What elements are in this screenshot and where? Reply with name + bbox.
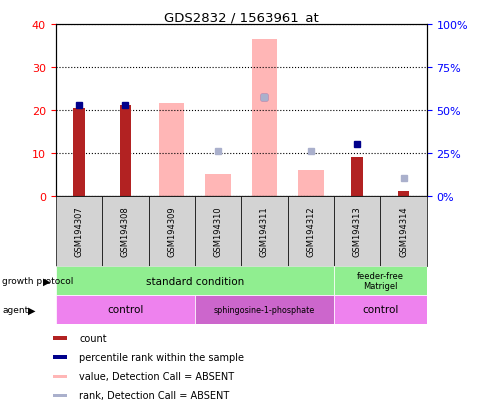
Text: standard condition: standard condition (146, 276, 243, 286)
Text: count: count (79, 333, 107, 343)
Bar (241, 196, 287, 266)
Bar (298, 171, 323, 196)
Bar (205, 175, 230, 196)
Bar (351, 158, 363, 196)
Bar (195, 295, 333, 324)
Text: GSM194308: GSM194308 (121, 206, 130, 256)
Text: GSM194311: GSM194311 (259, 206, 269, 256)
Text: GSM194310: GSM194310 (213, 206, 222, 256)
Bar (287, 196, 333, 266)
Bar (53, 394, 67, 397)
Text: ▶: ▶ (28, 305, 35, 315)
Text: growth protocol: growth protocol (2, 276, 74, 285)
Bar (53, 337, 67, 340)
Text: sphingosine-1-phosphate: sphingosine-1-phosphate (213, 305, 315, 314)
Text: GSM194307: GSM194307 (75, 206, 83, 256)
Text: agent: agent (2, 305, 29, 314)
Text: GSM194312: GSM194312 (306, 206, 315, 256)
Bar (333, 295, 426, 324)
Text: value, Detection Call = ABSENT: value, Detection Call = ABSENT (79, 371, 234, 381)
Bar (159, 104, 184, 196)
Text: feeder-free
Matrigel: feeder-free Matrigel (356, 271, 403, 290)
Bar (73, 108, 85, 196)
Text: percentile rank within the sample: percentile rank within the sample (79, 352, 244, 362)
Bar (102, 196, 148, 266)
Bar (148, 196, 195, 266)
Text: control: control (362, 305, 398, 315)
Bar (195, 196, 241, 266)
Bar (56, 196, 102, 266)
Bar (333, 196, 379, 266)
Bar (56, 266, 333, 295)
Bar (53, 356, 67, 359)
Bar (379, 196, 426, 266)
Text: ▶: ▶ (43, 276, 50, 286)
Bar (56, 295, 195, 324)
Title: GDS2832 / 1563961_at: GDS2832 / 1563961_at (164, 11, 318, 24)
Text: GSM194314: GSM194314 (398, 206, 407, 256)
Text: control: control (107, 305, 143, 315)
Text: GSM194313: GSM194313 (352, 206, 361, 256)
Bar (251, 40, 277, 196)
Bar (333, 266, 426, 295)
Text: GSM194309: GSM194309 (167, 206, 176, 256)
Bar (119, 106, 131, 196)
Text: rank, Detection Call = ABSENT: rank, Detection Call = ABSENT (79, 390, 229, 400)
Bar (397, 192, 408, 196)
Bar (53, 375, 67, 378)
